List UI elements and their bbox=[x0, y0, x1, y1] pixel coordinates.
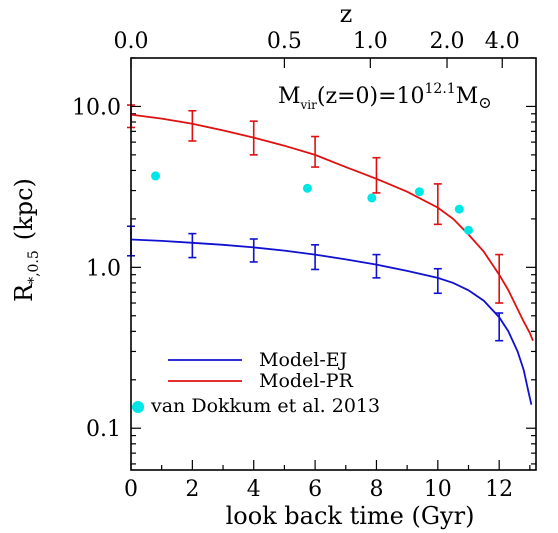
y-tick-label: 0.1 bbox=[86, 417, 121, 442]
y-axis-label-unit: (kpc) bbox=[10, 178, 38, 240]
y-tick-label: 1.0 bbox=[86, 256, 121, 281]
series-line bbox=[130, 238, 533, 405]
annotation: Mvir(z=0)=1012.1M⊙ bbox=[278, 81, 492, 112]
top-tick-label: 4.0 bbox=[485, 29, 520, 54]
annot-sup: 12.1 bbox=[425, 81, 456, 97]
legend-label-ej: Model-EJ bbox=[259, 349, 347, 371]
data-point bbox=[367, 193, 377, 203]
x-axis-label: look back time (Gyr) bbox=[226, 502, 475, 530]
x-tick-label: 2 bbox=[185, 477, 199, 502]
axis-ticks bbox=[130, 57, 536, 470]
data-point bbox=[151, 171, 161, 181]
y-axis-label-sub: *,0.5 bbox=[26, 250, 42, 284]
x-tick-label: 12 bbox=[485, 477, 513, 502]
legend-label-vd: van Dokkum et al. 2013 bbox=[150, 395, 380, 417]
top-tick-label: 1.0 bbox=[353, 29, 388, 54]
data-point bbox=[454, 204, 464, 214]
x-tick-label: 10 bbox=[424, 477, 452, 502]
y-tick-label: 10.0 bbox=[72, 95, 121, 120]
x-tick-label: 4 bbox=[247, 477, 261, 502]
y-axis-label: R*,0.5 (kpc) bbox=[10, 178, 42, 302]
top-tick-label: 0.0 bbox=[114, 29, 149, 54]
annot-unit: M bbox=[456, 84, 479, 109]
annot-main: M bbox=[278, 84, 301, 109]
top-tick-label: 2.0 bbox=[430, 29, 465, 54]
legend-label-pr: Model-PR bbox=[259, 370, 354, 392]
svg-text:R*,0.5(kpc): R*,0.5 (kpc) bbox=[10, 178, 42, 302]
y-axis-label-main: R bbox=[10, 283, 38, 302]
legend-marker-vd bbox=[132, 401, 144, 413]
x-tick-label: 8 bbox=[369, 477, 383, 502]
x-tick-label: 6 bbox=[308, 477, 322, 502]
x-tick-label: 0 bbox=[124, 477, 138, 502]
series-line bbox=[130, 113, 534, 342]
top-tick-label: 0.5 bbox=[267, 29, 302, 54]
legend: Model-EJ Model-PR van Dokkum et al. 2013 bbox=[132, 349, 380, 417]
annot-sub: vir bbox=[300, 98, 318, 112]
tick-labels: 0 2 4 6 8 10 12 0.0 0.5 1.0 2.0 4.0 0.1 1.0 10.0 bbox=[72, 29, 520, 502]
data-point bbox=[302, 183, 312, 193]
series-layer bbox=[127, 104, 534, 405]
annot-mid: (z=0)=10 bbox=[317, 84, 425, 109]
annot-sun: ⊙ bbox=[478, 93, 491, 112]
top-axis-label: z bbox=[340, 0, 353, 28]
data-point bbox=[414, 187, 424, 197]
data-point bbox=[464, 225, 473, 235]
plot-frame bbox=[130, 57, 537, 471]
